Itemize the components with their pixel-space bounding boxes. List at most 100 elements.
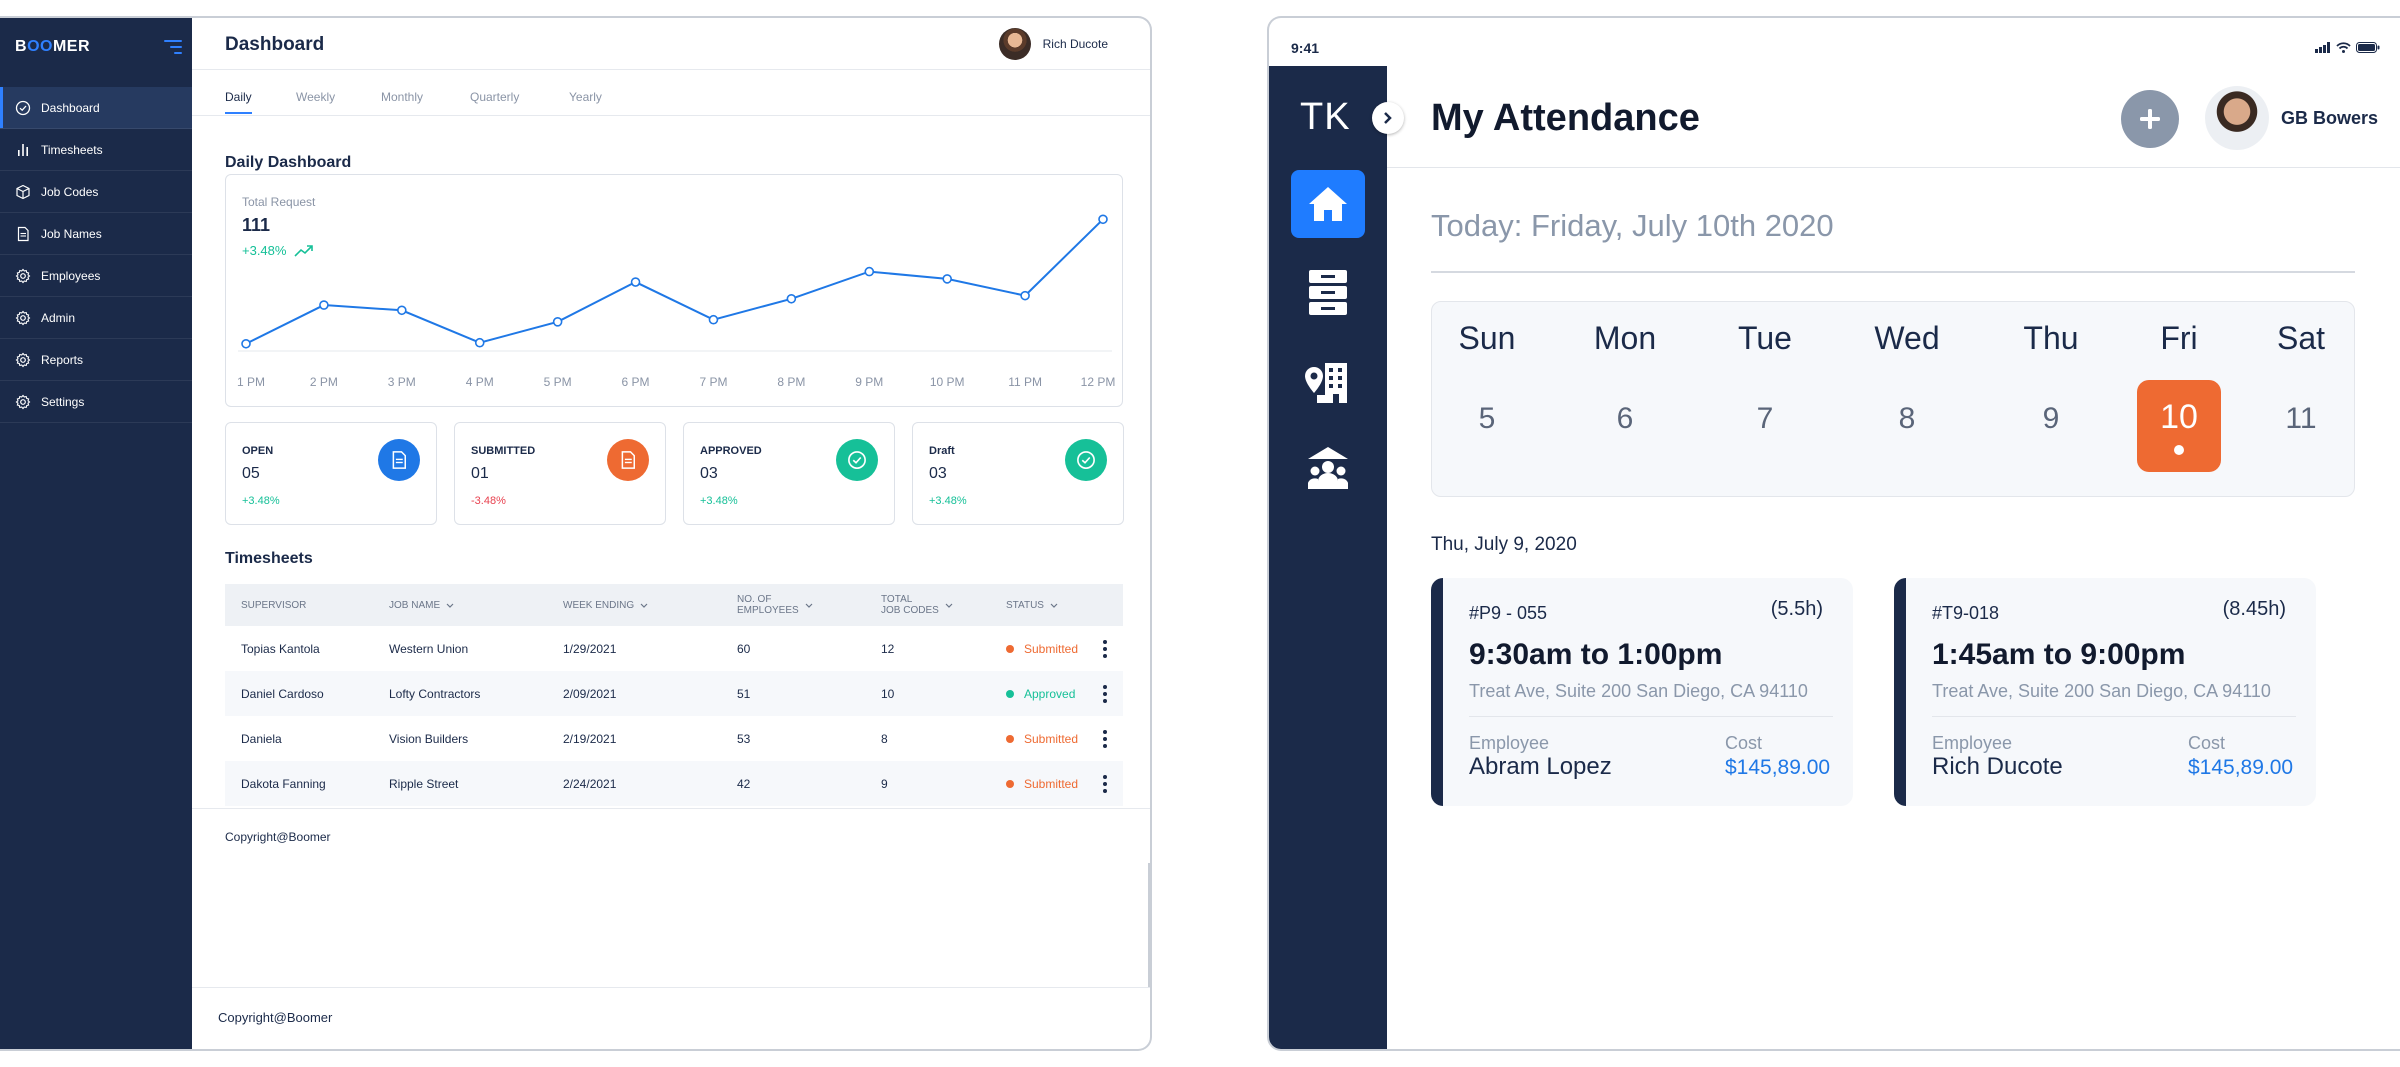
date-number[interactable]: 6 (1616, 402, 1634, 435)
more-options-icon[interactable] (1103, 774, 1107, 793)
th-week-ending-label: WEEK ENDING (563, 599, 635, 611)
sidebar-item-employees[interactable]: Employees (0, 255, 192, 297)
today-dot (2174, 444, 2184, 455)
stat-card-open[interactable]: OPEN 05 +3.48% (225, 422, 437, 525)
cost-label: Cost (1725, 733, 1763, 753)
sidebar-item-settings[interactable]: Settings (0, 381, 192, 423)
tab-weekly[interactable]: Weekly (296, 90, 336, 104)
data-point[interactable] (1020, 290, 1030, 301)
page-title: My Attendance (1431, 97, 1700, 139)
battery-icon (2356, 42, 2380, 53)
x-tick-label: 6 PM (622, 375, 650, 389)
sidebar-item-job-codes[interactable]: Job Codes (0, 171, 192, 213)
table-row[interactable]: Dakota Fanning Ripple Street 2/24/2021 42 9 S… (225, 761, 1123, 806)
nav-home[interactable] (1291, 170, 1365, 238)
th-supervisor[interactable]: SUPERVISOR (241, 600, 306, 611)
tab-yearly[interactable]: Yearly (569, 90, 602, 104)
nav-timesheets[interactable] (1291, 258, 1365, 326)
chevron-down-icon (1050, 603, 1058, 608)
scrollbar[interactable] (1148, 863, 1150, 988)
cell-supervisor: Daniel Cardoso (241, 686, 324, 701)
th-week-ending[interactable]: WEEK ENDING (563, 600, 648, 611)
stat-card-draft[interactable]: Draft 03 +3.48% (912, 422, 1124, 525)
user-menu[interactable]: Rich Ducote (998, 28, 1108, 60)
data-point[interactable] (552, 317, 563, 327)
nav-team[interactable] (1291, 434, 1365, 502)
sidebar-item-label: Job Names (41, 226, 102, 241)
tab-daily[interactable]: Daily (225, 90, 252, 114)
shift-card[interactable]: #T9-018 (8.45h) 1:45am to 9:00pm Treat Ave,… (1894, 578, 2316, 806)
sidebar-item-label: Employees (41, 268, 101, 283)
weekday-thu: Thu (2023, 320, 2079, 356)
sidebar-nav: Dashboard Timesheets Job Codes Job Names Emp… (0, 87, 192, 423)
brand-logo[interactable]: TK (1300, 96, 1351, 138)
data-point[interactable] (319, 300, 329, 310)
cell-codes: 12 (881, 641, 895, 656)
status-text: Submitted (1024, 641, 1079, 656)
sidebar-item-job-names[interactable]: Job Names (0, 213, 192, 255)
shift-time: 1:45am to 9:00pm (1932, 638, 2186, 671)
data-point[interactable] (397, 305, 407, 316)
tab-monthly[interactable]: Monthly (381, 90, 424, 104)
th-job-name[interactable]: JOB NAME (389, 600, 454, 611)
selected-date[interactable]: 10 (2137, 380, 2221, 472)
shift-card[interactable]: #P9 - 055 (5.5h) 9:30am to 1:00pm Treat Ave… (1431, 578, 1853, 806)
cell-codes: 8 (881, 731, 888, 746)
sidebar-item-label: Settings (41, 394, 85, 409)
sidebar-item-timesheets[interactable]: Timesheets (0, 129, 192, 171)
logo[interactable]: BOOMER (15, 38, 90, 56)
signal-icon (2315, 42, 2330, 53)
weekday-fri: Fri (2160, 320, 2198, 356)
date-number[interactable]: 11 (2285, 402, 2317, 435)
expand-sidebar-button[interactable] (1372, 102, 1404, 134)
add-button[interactable] (2121, 90, 2179, 148)
th-employees-label: NO. OF EMPLOYEES (737, 594, 799, 616)
data-point[interactable] (864, 266, 875, 277)
cell-employees: 60 (737, 641, 751, 656)
stat-change: +3.48% (700, 495, 738, 507)
date-number[interactable]: 8 (1898, 402, 1916, 435)
th-status-label: STATUS (1006, 599, 1044, 611)
bar-chart-icon (18, 143, 28, 156)
date-number[interactable]: 5 (1478, 402, 1496, 435)
stat-card-approved[interactable]: APPROVED 03 +3.48% (683, 422, 895, 525)
date-number[interactable]: 9 (2042, 402, 2060, 435)
data-point[interactable] (942, 274, 952, 284)
sidebar-item-label: Reports (41, 352, 84, 367)
sidebar-item-dashboard[interactable]: Dashboard (0, 87, 192, 129)
home-icon (1309, 187, 1347, 221)
sidebar-item-reports[interactable]: Reports (0, 339, 192, 381)
data-point[interactable] (474, 337, 485, 348)
tab-quarterly[interactable]: Quarterly (470, 90, 520, 104)
th-status[interactable]: STATUS (1006, 600, 1058, 611)
data-point[interactable] (708, 314, 719, 325)
divider (1469, 716, 1833, 717)
shift-address: Treat Ave, Suite 200 San Diego, CA 94110 (1469, 681, 1808, 701)
more-options-icon[interactable] (1103, 639, 1107, 658)
status-dot (1006, 779, 1014, 788)
stat-card-submitted[interactable]: SUBMITTED 01 -3.48% (454, 422, 666, 525)
nav-locations[interactable] (1291, 348, 1365, 416)
date-number[interactable]: 7 (1756, 402, 1774, 435)
data-point[interactable] (630, 277, 641, 287)
x-tick-label: 11 PM (1008, 375, 1042, 389)
more-options-icon[interactable] (1103, 684, 1107, 703)
cell-job-name: Lofty Contractors (389, 686, 481, 701)
user-menu[interactable]: GB Bowers (2205, 86, 2378, 150)
th-employees[interactable]: NO. OF EMPLOYEES (737, 594, 813, 616)
more-options-icon[interactable] (1103, 729, 1107, 748)
table-row[interactable]: Topias Kantola Western Union 1/29/2021 60 12… (225, 626, 1123, 671)
data-point[interactable] (241, 338, 251, 349)
th-job-codes[interactable]: TOTAL JOB CODES (881, 594, 953, 616)
table-row[interactable]: Daniel Cardoso Lofty Contractors 2/09/2021… (225, 671, 1123, 716)
shift-address: Treat Ave, Suite 200 San Diego, CA 94110 (1932, 681, 2271, 701)
chart-change-value: +3.48% (242, 243, 287, 258)
content-footer: Copyright@Boomer (225, 830, 331, 844)
sidebar-item-admin[interactable]: Admin (0, 297, 192, 339)
menu-toggle-icon[interactable] (164, 40, 182, 54)
data-point[interactable] (786, 293, 797, 304)
table-row[interactable]: Daniela Vision Builders 2/19/2021 53 8 Submit… (225, 716, 1123, 761)
x-tick-label: 3 PM (388, 375, 416, 389)
sidebar-item-label: Timesheets (41, 142, 103, 157)
data-point[interactable] (1098, 214, 1108, 225)
